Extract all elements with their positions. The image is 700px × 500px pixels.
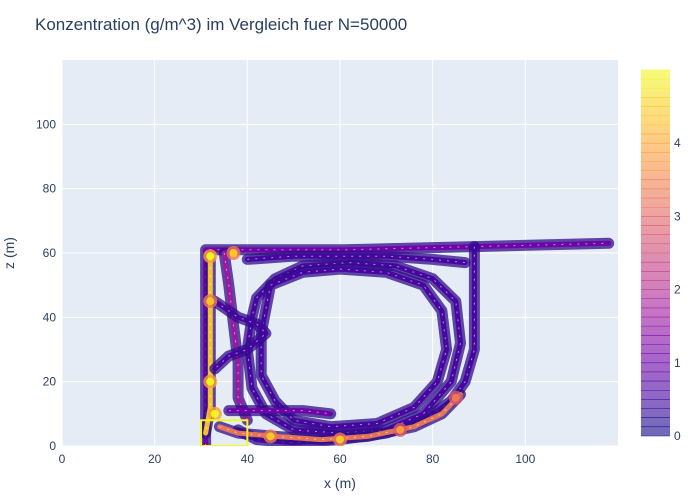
y-tick-label: 0 (49, 439, 56, 453)
y-tick-label: 60 (43, 246, 57, 260)
hotspot (206, 252, 215, 261)
colorbar-tick-label: 0 (674, 429, 681, 443)
x-axis-ticks: 0 20 40 60 80 100 (59, 452, 536, 466)
x-tick-label: 0 (59, 452, 66, 466)
y-tick-label: 40 (43, 310, 57, 324)
x-tick-label: 80 (426, 452, 440, 466)
y-tick-label: 20 (43, 375, 57, 389)
hotspot (229, 249, 238, 257)
x-tick-label: 60 (333, 452, 347, 466)
y-axis-ticks: 0 20 40 60 80 100 (36, 117, 56, 453)
colorbar-ticks: 0 1 2 3 4 (641, 69, 681, 443)
source-box (200, 419, 249, 446)
hotspot (396, 425, 405, 434)
colorbar-tick-label: 2 (674, 283, 681, 297)
contour-speckle-lower-shelf (228, 410, 331, 415)
contour-data (200, 237, 615, 446)
y-tick-label: 100 (36, 117, 56, 131)
contour-speckle-mid-band (214, 300, 267, 370)
y-axis-title: z (m) (1, 237, 17, 269)
contour-speckle-inner-loop (246, 262, 462, 434)
x-tick-label: 20 (148, 452, 162, 466)
contour-core-left-secondary (221, 250, 250, 423)
hotspot (451, 393, 460, 402)
y-tick-label: 80 (43, 182, 57, 196)
colorbar-tick-label: 3 (674, 209, 681, 223)
colorbar-tick-label: 4 (674, 136, 681, 150)
hotspot (336, 435, 344, 444)
contour-core-inner-ring (258, 266, 450, 430)
contour-core-upper-inner (244, 253, 468, 266)
colorbar-tick-label: 1 (674, 356, 681, 370)
hotspot (210, 409, 219, 418)
x-tick-label: 40 (241, 452, 255, 466)
contour-speckle-bottom-stream (219, 394, 461, 441)
hotspot (206, 377, 215, 386)
chart-title: Konzentration (g/m^3) im Vergleich fuer … (35, 15, 407, 34)
hotspot (266, 432, 275, 441)
x-tick-label: 100 (515, 452, 535, 466)
x-axis-title: x (m) (324, 475, 356, 491)
hotspot (206, 297, 215, 306)
